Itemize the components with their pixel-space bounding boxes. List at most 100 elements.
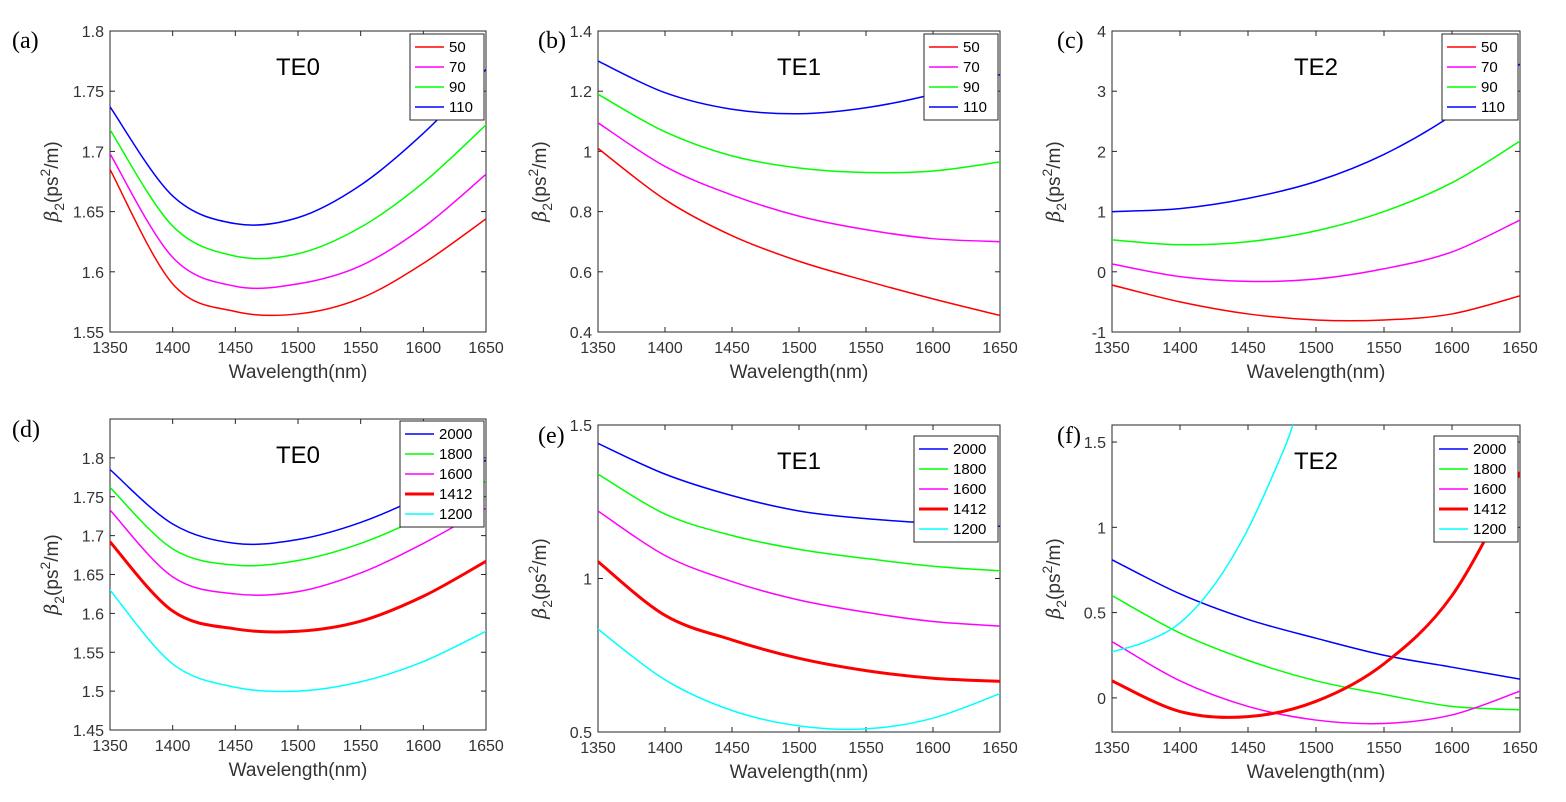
y-label-unit: (ps	[530, 177, 551, 203]
x-tick-label: 1400	[1162, 340, 1198, 357]
y-tick-label: 1.2	[570, 84, 592, 101]
panel-c: 1350 1400 1450 1500 1550 1600 1650 -1 0 1 2 3 4 Wavel…	[1039, 24, 1538, 383]
series-line-50	[110, 168, 486, 317]
x-tick-label: 1550	[1366, 340, 1402, 357]
legend-box	[923, 33, 999, 121]
legend-label-110: 110	[1481, 99, 1505, 116]
y-tick-label: 1.8	[82, 451, 104, 468]
y-tick-label: 1.4	[570, 24, 592, 41]
y-label-unit-post: /m)	[42, 141, 63, 168]
legend-label-70: 70	[963, 59, 980, 76]
y-label-unit-post: /m)	[1044, 538, 1065, 565]
y-label-sub: 2	[51, 203, 67, 211]
y-label-unit: (ps	[1044, 177, 1065, 203]
series-line-70	[110, 153, 486, 290]
legend-label-2000: 2000	[953, 441, 986, 458]
series-line-70	[1112, 219, 1520, 283]
chart-title: TE2	[1294, 54, 1338, 81]
y-tick-label: 0.8	[570, 205, 592, 222]
x-tick-label: 1500	[1298, 340, 1334, 357]
series-line-70	[598, 122, 1000, 243]
y-label-sup: 2	[1039, 169, 1055, 177]
series-line-1600	[598, 510, 1000, 627]
series-line-1412	[598, 560, 1000, 683]
y-label-sup: 2	[37, 169, 53, 177]
y-label-sub: 2	[539, 203, 555, 211]
x-tick-label: 1400	[155, 738, 191, 755]
x-tick-label: 1500	[280, 340, 316, 357]
y-label-sub: 2	[1053, 203, 1069, 211]
x-axis-label: Wavelength(nm)	[1247, 762, 1386, 783]
x-tick-label: 1550	[343, 340, 379, 357]
series-line-1412	[1112, 471, 1520, 719]
x-tick-label: 1400	[155, 340, 191, 357]
x-tick-label: 1350	[92, 340, 128, 357]
x-tick-label: 1450	[218, 340, 254, 357]
y-label-symbol: β	[41, 604, 63, 616]
y-tick-label: 0	[1097, 265, 1106, 282]
x-tick-label: 1600	[406, 340, 442, 357]
legend-label-2000: 2000	[1473, 441, 1506, 458]
series-line-1600	[1112, 640, 1520, 725]
y-axis-label: β2(ps2/m)	[37, 141, 67, 222]
y-label-unit: (ps	[530, 574, 551, 600]
legend-label-1800: 1800	[953, 461, 986, 478]
x-tick-label: 1450	[714, 740, 750, 757]
x-tick-label: 1450	[1230, 340, 1266, 357]
y-tick-label: 1.55	[73, 325, 104, 342]
y-label-unit-post: /m)	[530, 538, 551, 565]
series-line-1200	[1112, 425, 1294, 653]
y-axis-label: β2(ps2/m)	[525, 538, 555, 619]
chart-title: TE1	[777, 448, 821, 475]
panel-label: (e)	[538, 423, 565, 449]
series-group	[598, 442, 1000, 731]
legend-label-110: 110	[449, 99, 473, 116]
y-tick-label: 1	[583, 144, 592, 161]
y-label-sub: 2	[1053, 600, 1069, 608]
x-tick-label: 1350	[580, 740, 616, 757]
series-line-1200	[110, 589, 486, 693]
legend-label-1412: 1412	[439, 486, 472, 503]
series-line-90	[1112, 140, 1520, 246]
series-group	[598, 60, 1000, 317]
y-label-symbol: β	[529, 608, 551, 620]
legend: 50 70 90 110	[1441, 33, 1519, 121]
y-tick-label: 1.7	[82, 529, 104, 546]
x-tick-label: 1650	[1502, 340, 1538, 357]
x-tick-label: 1400	[647, 740, 683, 757]
y-label-unit-post: /m)	[1044, 141, 1065, 168]
legend-label-70: 70	[449, 59, 466, 76]
y-tick-label: 1	[1097, 520, 1106, 537]
chart-title: TE0	[276, 442, 320, 469]
y-label-symbol: β	[1043, 608, 1065, 620]
y-tick-label: 1.5	[82, 684, 104, 701]
legend-box	[409, 33, 485, 121]
y-label-unit: (ps	[42, 177, 63, 203]
series-line-1600	[110, 507, 486, 596]
x-axis-label: Wavelength(nm)	[730, 762, 869, 783]
legend-label-110: 110	[963, 99, 987, 116]
panel-label: (b)	[538, 28, 566, 54]
legend-label-1412: 1412	[1473, 501, 1506, 518]
y-tick-label: 1	[1097, 205, 1106, 222]
y-tick-label: 1.8	[82, 24, 104, 41]
series-group	[110, 459, 486, 693]
y-label-sup: 2	[1039, 566, 1055, 574]
y-label-sup: 2	[525, 169, 541, 177]
x-axis-label: Wavelength(nm)	[1247, 362, 1386, 383]
series-line-90	[598, 93, 1000, 174]
y-tick-label: 1.45	[73, 723, 104, 740]
series-group	[1112, 425, 1520, 725]
legend-label-1600: 1600	[953, 481, 986, 498]
y-label-sub: 2	[539, 600, 555, 608]
chart-title: TE2	[1294, 448, 1338, 475]
x-tick-label: 1600	[1434, 740, 1470, 757]
y-axis-label: β2(ps2/m)	[1039, 141, 1069, 222]
legend-label-90: 90	[449, 79, 466, 96]
x-tick-label: 1550	[343, 738, 379, 755]
legend: 2000 1800 1600 1412 1200	[913, 435, 999, 543]
legend: 50 70 90 110	[923, 33, 999, 121]
panel-label: (d)	[12, 417, 40, 443]
y-tick-label: 2	[1097, 144, 1106, 161]
